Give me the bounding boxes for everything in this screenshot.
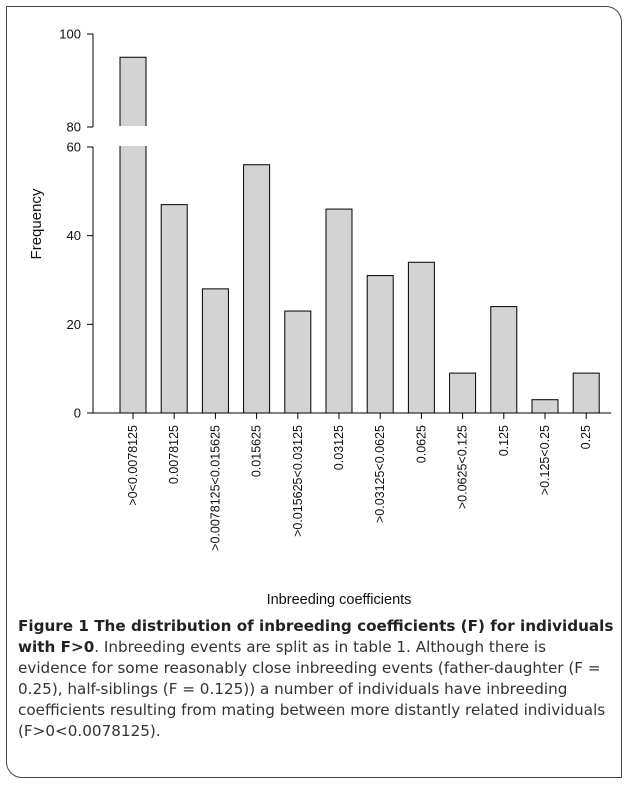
caption-text: . Inbreeding events are split as in tabl… (18, 638, 606, 740)
bar-3 (243, 164, 271, 414)
y-tick-label-0: 0 (74, 406, 81, 421)
bar-10 (531, 399, 559, 414)
x-tick-label-8: >0.0625<0.125 (456, 425, 470, 509)
y-axis-label: Frequency (28, 188, 45, 259)
bar-7 (407, 261, 435, 414)
x-tick-label-7: 0.0625 (414, 425, 428, 463)
x-tick-label-9: 0.125 (497, 425, 511, 456)
figure-caption: Figure 1 The distribution of inbreeding … (18, 616, 616, 742)
x-tick-label-10: >0.125<0.25 (538, 425, 552, 495)
x-tick-label-1: 0.0078125 (167, 425, 181, 484)
caption-title: Figure 1 The distribution of inbreeding … (18, 617, 614, 656)
bar-1 (160, 204, 188, 414)
bar-11 (572, 372, 600, 414)
axis-break-gap (80, 126, 160, 146)
x-tick-label-11: 0.25 (579, 425, 593, 449)
bar-0 (119, 56, 147, 414)
x-tick-label-6: >0.03125<0.0625 (373, 425, 387, 523)
x-tick-label-2: >0.0078125<0.015625 (208, 425, 222, 551)
x-tick-label-5: 0.03125 (332, 425, 346, 470)
x-tick-label-3: 0.015625 (250, 425, 264, 477)
bar-6 (366, 275, 394, 414)
bar-4 (284, 310, 312, 414)
y-tick-label-3: 60 (67, 140, 81, 155)
y-tick-label-2: 40 (67, 228, 81, 243)
bar-8 (449, 372, 477, 414)
x-axis-label: Inbreeding coefficients (267, 592, 412, 608)
bar-9 (490, 306, 518, 414)
bar-chart: 0 20 40 60 80 100 >0<0.0078125 0.0078125 >0.007… (28, 27, 612, 608)
bar-5 (325, 208, 353, 414)
y-tick-label-4: 80 (67, 120, 81, 135)
y-tick-label-1: 20 (67, 317, 81, 332)
x-tick-label-4: >0.015625<0.03125 (291, 425, 305, 537)
x-tick-label-0: >0<0.0078125 (126, 425, 140, 506)
y-tick-label-5: 100 (59, 27, 81, 42)
bar-2 (201, 288, 229, 414)
